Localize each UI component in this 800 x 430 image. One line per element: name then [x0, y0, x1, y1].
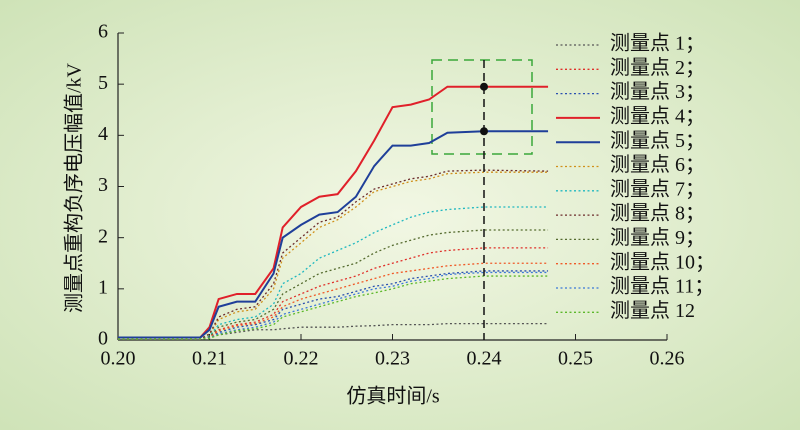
legend-label: 测量点 11； [610, 275, 714, 298]
y-tick-label: 2 [98, 225, 108, 247]
series-line [118, 247, 549, 340]
marker-point [480, 82, 488, 91]
series-line [118, 322, 549, 340]
series-line [118, 206, 549, 340]
y-axis-label: 测量点重构负序电压幅值/kV [63, 62, 86, 313]
x-tick-label: 0.20 [101, 348, 136, 370]
y-tick-label: 1 [98, 276, 108, 298]
legend-label: 测量点 4； [610, 104, 705, 127]
x-tick-label: 0.25 [558, 348, 593, 370]
series-line [118, 275, 549, 340]
x-tick-label: 0.24 [467, 348, 502, 370]
y-tick-label: 5 [98, 72, 108, 94]
legend-label: 测量点 9； [610, 226, 705, 249]
x-tick-label: 0.26 [650, 348, 685, 370]
series-line [118, 171, 549, 340]
y-tick-label: 0 [98, 328, 108, 350]
legend-label: 测量点 1； [610, 32, 705, 55]
y-tick-label: 4 [98, 123, 108, 145]
marker-point [480, 127, 488, 136]
legend-label: 测量点 8； [610, 202, 705, 225]
y-tick-label: 3 [98, 174, 108, 196]
legend-label: 测量点 12 [610, 299, 695, 322]
x-axis-label: 仿真时间/s [346, 385, 440, 408]
legend-label: 测量点 6； [610, 153, 705, 176]
series-line [118, 130, 549, 339]
y-tick-label: 6 [98, 21, 108, 43]
x-tick-label: 0.21 [192, 348, 227, 370]
series-line [118, 271, 549, 340]
series-line [118, 262, 549, 340]
legend-label: 测量点 7； [610, 177, 705, 200]
x-tick-label: 0.23 [375, 348, 410, 370]
legend-label: 测量点 10； [610, 250, 715, 273]
legend-label: 测量点 3； [610, 80, 705, 103]
series-line [118, 229, 549, 340]
legend-label: 测量点 2； [610, 56, 705, 79]
legend-label: 测量点 5； [610, 129, 705, 152]
highlight-box [431, 59, 533, 155]
x-tick-label: 0.22 [284, 348, 319, 370]
series-line [118, 85, 549, 339]
